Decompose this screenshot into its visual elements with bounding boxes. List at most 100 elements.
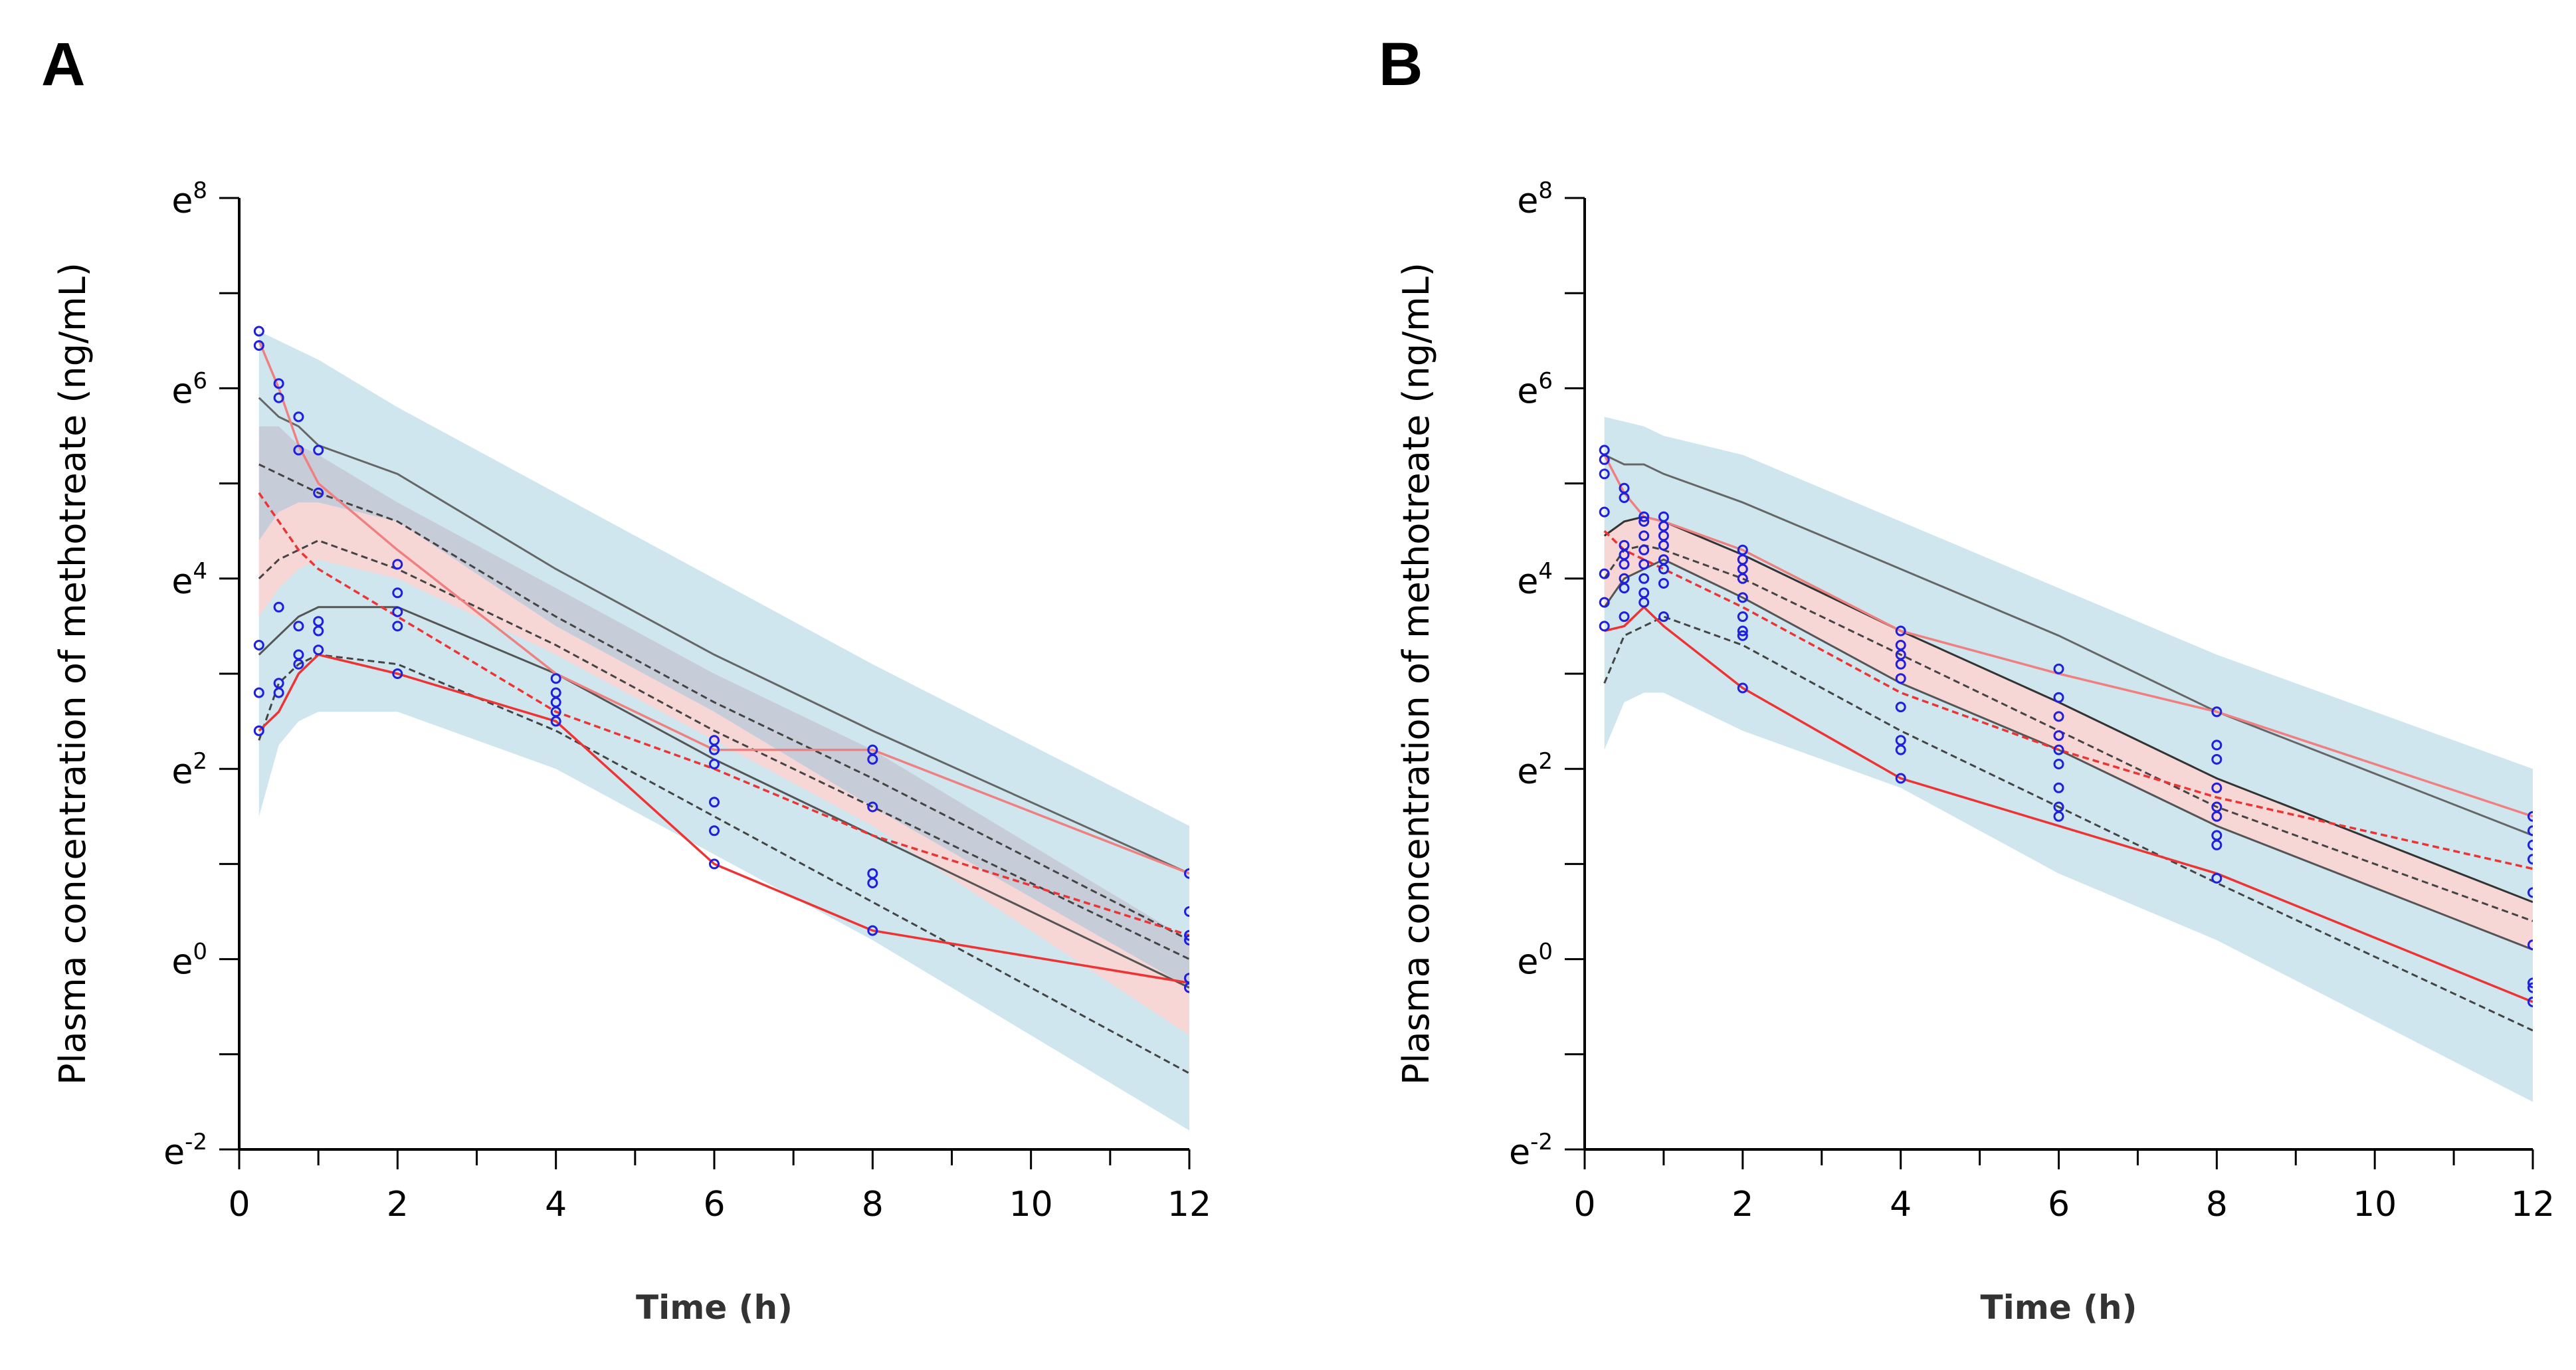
observed-point — [2527, 939, 2533, 951]
observed-point — [273, 601, 284, 613]
observed-point — [550, 673, 561, 684]
series-line-5 — [258, 653, 1189, 985]
observed-point — [867, 753, 878, 765]
observed-point — [1638, 530, 1650, 541]
series-line-3 — [1603, 558, 2533, 951]
observed-point — [392, 606, 403, 617]
observed-point — [2527, 982, 2533, 993]
series-line-5 — [1604, 605, 2533, 1003]
y-axis-title: Plasma concentration of methotreate (ng/… — [52, 262, 94, 1085]
observed-point — [1658, 539, 1669, 551]
observed-point — [867, 925, 878, 936]
band-outer-interval — [1604, 417, 2533, 1102]
observed-point — [1599, 597, 1610, 608]
x-axis-title: Time (h) — [636, 1288, 793, 1327]
observed-point — [1638, 511, 1650, 522]
observed-point — [1619, 611, 1630, 623]
observed-point — [2211, 739, 2223, 751]
x-tick-label: 10 — [1009, 1185, 1053, 1224]
x-tick-label: 0 — [228, 1185, 250, 1224]
y-tick-label: e2 — [1517, 748, 1553, 792]
x-tick-label: 12 — [2511, 1185, 2555, 1224]
observed-point — [1184, 868, 1189, 879]
series-line-7 — [1603, 454, 2533, 818]
panel-label: B — [1379, 31, 1423, 98]
plot-area — [253, 326, 1189, 1131]
panel-b: B 0 2 4 6 8 10 12 e8 e6 e4 e2 e0 e-2 Time (h) Plasma co… — [1379, 31, 2555, 1327]
y-tick-label: e-2 — [163, 1129, 207, 1173]
y-axis-title: Plasma concentration of methotreate (ng/… — [1395, 262, 1437, 1085]
y-tick-label: e8 — [1517, 177, 1553, 221]
observed-point — [2527, 839, 2533, 850]
observed-point — [313, 487, 324, 498]
y-tick-label: e6 — [1517, 367, 1553, 411]
x-tick-label: 8 — [862, 1185, 884, 1224]
observed-point — [273, 378, 284, 389]
y-tick-label: e8 — [171, 177, 207, 221]
observed-point — [2211, 706, 2223, 718]
observed-point — [1737, 573, 1748, 584]
observed-point — [293, 658, 304, 670]
panel-a: A 0 2 4 6 8 10 12 e8 e6 e4 e2 e0 e-2 Time (h) Plasma co… — [41, 31, 1211, 1327]
observed-point — [1658, 578, 1669, 589]
x-tick-label: 10 — [2353, 1185, 2397, 1224]
observed-point — [709, 759, 720, 769]
observed-point — [392, 587, 403, 599]
observed-point — [313, 644, 324, 656]
observed-point — [293, 444, 304, 456]
observed-point — [2211, 811, 2223, 822]
observed-point — [1599, 454, 1610, 465]
observed-point — [1895, 673, 1906, 684]
series-line-1 — [258, 463, 1189, 941]
observed-point — [1619, 492, 1630, 504]
y-tick-label: e0 — [1517, 939, 1553, 983]
observed-point — [1619, 559, 1630, 570]
series-line-6 — [258, 492, 1189, 937]
series-line-6 — [1603, 530, 2533, 870]
observed-point — [253, 725, 264, 736]
observed-point — [2053, 782, 2064, 793]
observed-point — [2053, 730, 2064, 741]
observed-point — [1658, 611, 1669, 623]
observed-point — [313, 625, 324, 636]
observed-point — [1599, 506, 1610, 518]
observed-point — [2053, 759, 2064, 769]
series-line-4 — [258, 653, 1189, 1074]
observed-point — [2053, 744, 2064, 755]
observed-point — [392, 559, 403, 570]
observed-point — [253, 326, 264, 337]
x-tick-label: 6 — [703, 1185, 725, 1224]
observed-point — [1737, 611, 1748, 623]
observed-point — [313, 444, 324, 456]
observed-point — [1895, 773, 1906, 784]
observed-point — [1737, 592, 1748, 603]
band-median-interval — [258, 502, 1189, 1036]
observed-point — [1638, 559, 1650, 570]
observed-point — [1638, 544, 1650, 555]
series-line-7 — [258, 340, 1189, 875]
observed-point — [1184, 935, 1189, 945]
observed-point — [1737, 630, 1748, 641]
observed-point — [293, 411, 304, 423]
observed-point — [709, 858, 720, 870]
y-tick-label: e6 — [171, 367, 207, 411]
observed-point — [1619, 583, 1630, 594]
observed-point — [2527, 811, 2533, 822]
observed-point — [253, 640, 264, 650]
series-line-0 — [258, 397, 1189, 875]
panel-label: A — [41, 31, 85, 98]
y-tick-label: e2 — [171, 748, 207, 792]
observed-point — [2053, 811, 2064, 822]
observed-point — [1599, 468, 1610, 480]
x-tick-label: 6 — [2048, 1185, 2070, 1224]
observed-point — [2527, 997, 2533, 1007]
observed-point — [1638, 516, 1650, 527]
series-line-0 — [1604, 454, 2533, 836]
y-tick-label: e-2 — [1509, 1129, 1553, 1173]
observed-point — [2527, 977, 2533, 989]
x-tick-label: 12 — [1167, 1185, 1211, 1224]
observed-point — [2211, 753, 2223, 765]
band-median-interval — [1604, 516, 2533, 950]
observed-point — [293, 621, 304, 632]
